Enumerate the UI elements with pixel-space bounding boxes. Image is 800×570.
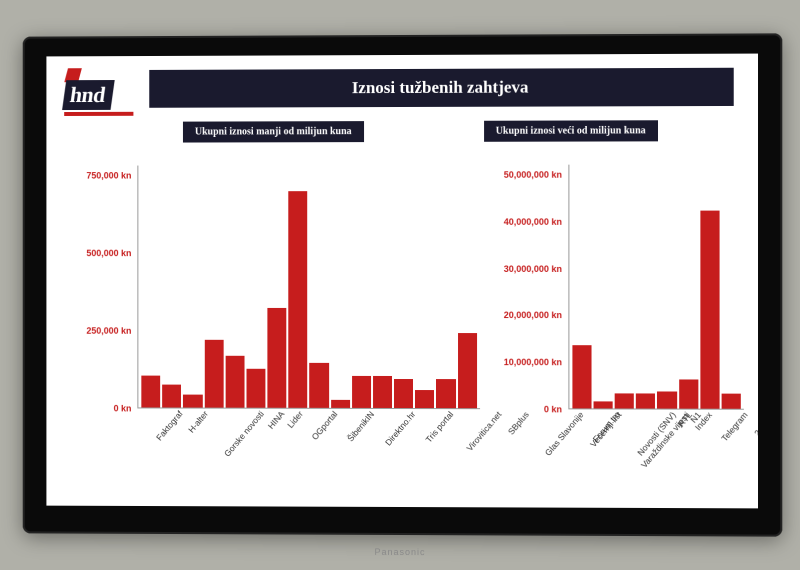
y-tick-label: 750,000 kn: [74, 171, 135, 181]
y-tick-label: 40,000,000 kn: [494, 217, 566, 227]
chart-right: 50,000,000 kn 40,000,000 kn 30,000,000 kn 2…: [494, 164, 748, 490]
y-tick-label: 500,000 kn: [74, 248, 135, 258]
chart-left-x-labels: FaktografH-alterGorske novostiHINALiderO…: [137, 410, 479, 489]
hnd-logo: hnd: [64, 68, 133, 116]
bar: [225, 356, 244, 408]
tv-brand-label: Panasonic: [375, 547, 426, 557]
bar: [352, 376, 371, 408]
chart-right-x-labels: Večernji listNovosti (SNV)RTLIndexTelegr…: [568, 411, 744, 490]
y-tick-label: 0 kn: [494, 404, 566, 414]
bar: [162, 385, 181, 408]
bar: [721, 394, 740, 409]
chart-right-subtitle: Ukupni iznosi veći od milijun kuna: [484, 120, 658, 142]
chart-left-plot: [137, 165, 479, 409]
bar: [700, 211, 719, 409]
bar: [373, 376, 392, 408]
logo-underline: [64, 112, 133, 116]
bar: [204, 340, 223, 408]
chart-left-subtitle: Ukupni iznosi manji od milijun kuna: [183, 121, 364, 142]
bar: [615, 394, 634, 409]
presentation-slide: hnd Iznosi tužbenih zahtjeva Ukupni izno…: [46, 54, 758, 509]
y-tick-label: 0 kn: [74, 403, 135, 413]
bar: [394, 379, 413, 408]
y-tick-label: 250,000 kn: [74, 326, 135, 336]
bar: [415, 390, 434, 408]
y-tick-label: 20,000,000 kn: [494, 310, 566, 320]
logo-text: hnd: [62, 80, 115, 110]
chart-left-y-axis: 750,000 kn500,000 kn250,000 kn0 kn: [74, 166, 135, 409]
header-row: hnd Iznosi tužbenih zahtjeva: [46, 54, 758, 116]
chart-left: 750,000 kn 500,000 kn 250,000 kn 0 kn Fakto…: [74, 165, 484, 489]
bar: [458, 334, 477, 409]
bar: [436, 379, 455, 408]
bar: [288, 191, 307, 408]
bar: [593, 401, 612, 408]
chart-right-plot: [568, 164, 744, 409]
bar: [679, 379, 698, 408]
subtitle-row: Ukupni iznosi manji od milijun kuna Ukup…: [46, 120, 758, 143]
chart-right-y-axis: 50,000,000 kn 40,000,000 kn 30,000,000 kn 2…: [494, 165, 566, 410]
y-tick-label: 50,000,000 kn: [494, 170, 566, 180]
slide-title: Iznosi tužbenih zahtjeva: [149, 68, 733, 108]
tv-frame: hnd Iznosi tužbenih zahtjeva Ukupni izno…: [23, 33, 783, 536]
bar: [331, 400, 350, 408]
bar: [267, 308, 286, 408]
bar: [310, 363, 329, 408]
bar: [657, 391, 676, 408]
bar: [246, 369, 265, 408]
bar: [636, 394, 655, 409]
y-tick-label: 30,000,000 kn: [494, 264, 566, 274]
bar: [183, 395, 202, 408]
bar: [572, 345, 591, 408]
bar: [141, 375, 160, 407]
charts-container: 750,000 kn 500,000 kn 250,000 kn 0 kn Fakto…: [74, 164, 738, 490]
y-tick-label: 10,000,000 kn: [494, 357, 566, 367]
